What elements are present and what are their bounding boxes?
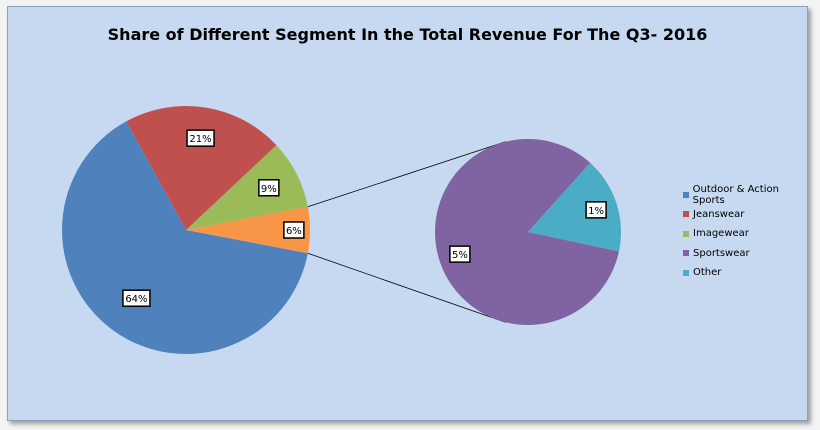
slice-other bbox=[528, 162, 622, 252]
svg-text:64%: 64% bbox=[125, 294, 147, 305]
data-labels: 9% 21% 64% 6% 5% 1% bbox=[122, 129, 607, 307]
connector-line-bottom bbox=[307, 252, 506, 323]
data-label-other: 1% bbox=[585, 201, 607, 219]
legend-swatch bbox=[683, 269, 689, 276]
svg-text:6%: 6% bbox=[286, 226, 302, 237]
legend-item-sportswear: Sportswear bbox=[683, 244, 807, 264]
legend-swatch bbox=[683, 230, 689, 237]
connector-line-top bbox=[307, 141, 506, 208]
legend-item-outdoor-action-sports: Outdoor & Action Sports bbox=[683, 183, 807, 206]
data-label-sportswear: 5% bbox=[449, 245, 471, 263]
legend-label: Jeanswear bbox=[693, 208, 745, 220]
legend-swatch bbox=[683, 250, 689, 257]
slice-imagewear bbox=[186, 145, 308, 230]
legend-item-imagewear: Imagewear bbox=[683, 224, 807, 244]
slice-breakout bbox=[186, 206, 310, 254]
slice-jeanswear bbox=[126, 106, 277, 230]
data-label-breakout: 6% bbox=[283, 221, 305, 239]
legend-label: Imagewear bbox=[693, 228, 749, 240]
svg-text:9%: 9% bbox=[261, 184, 277, 195]
data-label-imagewear: 9% bbox=[258, 179, 280, 197]
legend-item-jeanswear: Jeanswear bbox=[683, 205, 807, 225]
legend-label: Outdoor & Action Sports bbox=[692, 183, 779, 206]
legend-label: Sportswear bbox=[693, 247, 750, 259]
data-label-jeanswear: 21% bbox=[186, 129, 215, 147]
secondary-pie bbox=[435, 139, 622, 326]
legend-item-other: Other bbox=[683, 263, 807, 283]
legend-label: Other bbox=[693, 267, 722, 279]
chart-area: Share of Different Segment In the Total … bbox=[7, 6, 808, 421]
breakout-connectors bbox=[307, 141, 506, 323]
pie-of-pie-plot: 9% 21% 64% 6% 5% 1% bbox=[61, 106, 622, 355]
legend-swatch bbox=[683, 191, 689, 198]
svg-text:21%: 21% bbox=[189, 134, 211, 145]
legend: Outdoor & Action Sports Jeanswear Imagewea… bbox=[683, 183, 807, 283]
slice-sportswear bbox=[435, 139, 619, 326]
data-label-outdoor-action-sports: 64% bbox=[122, 289, 151, 307]
main-pie bbox=[61, 106, 310, 355]
svg-text:1%: 1% bbox=[588, 206, 604, 217]
svg-text:5%: 5% bbox=[452, 250, 468, 261]
legend-swatch bbox=[683, 211, 689, 218]
chart-title: Share of Different Segment In the Total … bbox=[107, 25, 708, 44]
